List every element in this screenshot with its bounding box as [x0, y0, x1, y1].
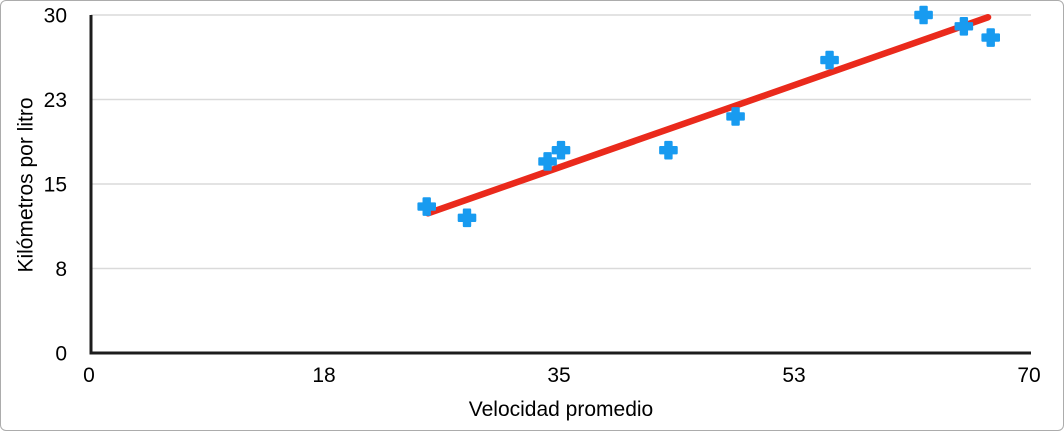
y-tick-label: 8 [55, 258, 67, 281]
x-tick-label: 18 [312, 364, 335, 387]
x-tick-label: 0 [83, 364, 95, 387]
data-point [726, 107, 745, 126]
y-axis-title: Kilómetros por litro [15, 97, 38, 272]
scatter-points [417, 5, 1001, 228]
x-axis-tick-labels: 0 18 35 53 70 [83, 364, 1041, 387]
data-point [981, 28, 1001, 47]
trendline [424, 14, 992, 217]
y-tick-label: 23 [44, 89, 67, 112]
data-point [457, 208, 477, 228]
data-point [820, 50, 839, 70]
x-tick-label: 70 [1017, 364, 1040, 387]
y-tick-label: 0 [55, 343, 67, 366]
data-point [954, 16, 974, 36]
data-point [659, 140, 678, 160]
data-point [551, 140, 571, 160]
y-tick-label: 30 [44, 5, 67, 28]
axes [89, 15, 1031, 355]
x-axis-title: Velocidad promedio [469, 398, 653, 421]
data-point [914, 5, 933, 25]
data-point [538, 152, 557, 171]
y-tick-label: 15 [44, 174, 67, 197]
y-axis-tick-labels: 0 8 15 23 30 [44, 5, 67, 366]
gridlines [91, 14, 1031, 270]
x-tick-label: 35 [547, 364, 570, 387]
data-point [417, 197, 437, 216]
x-tick-label: 53 [782, 364, 805, 387]
